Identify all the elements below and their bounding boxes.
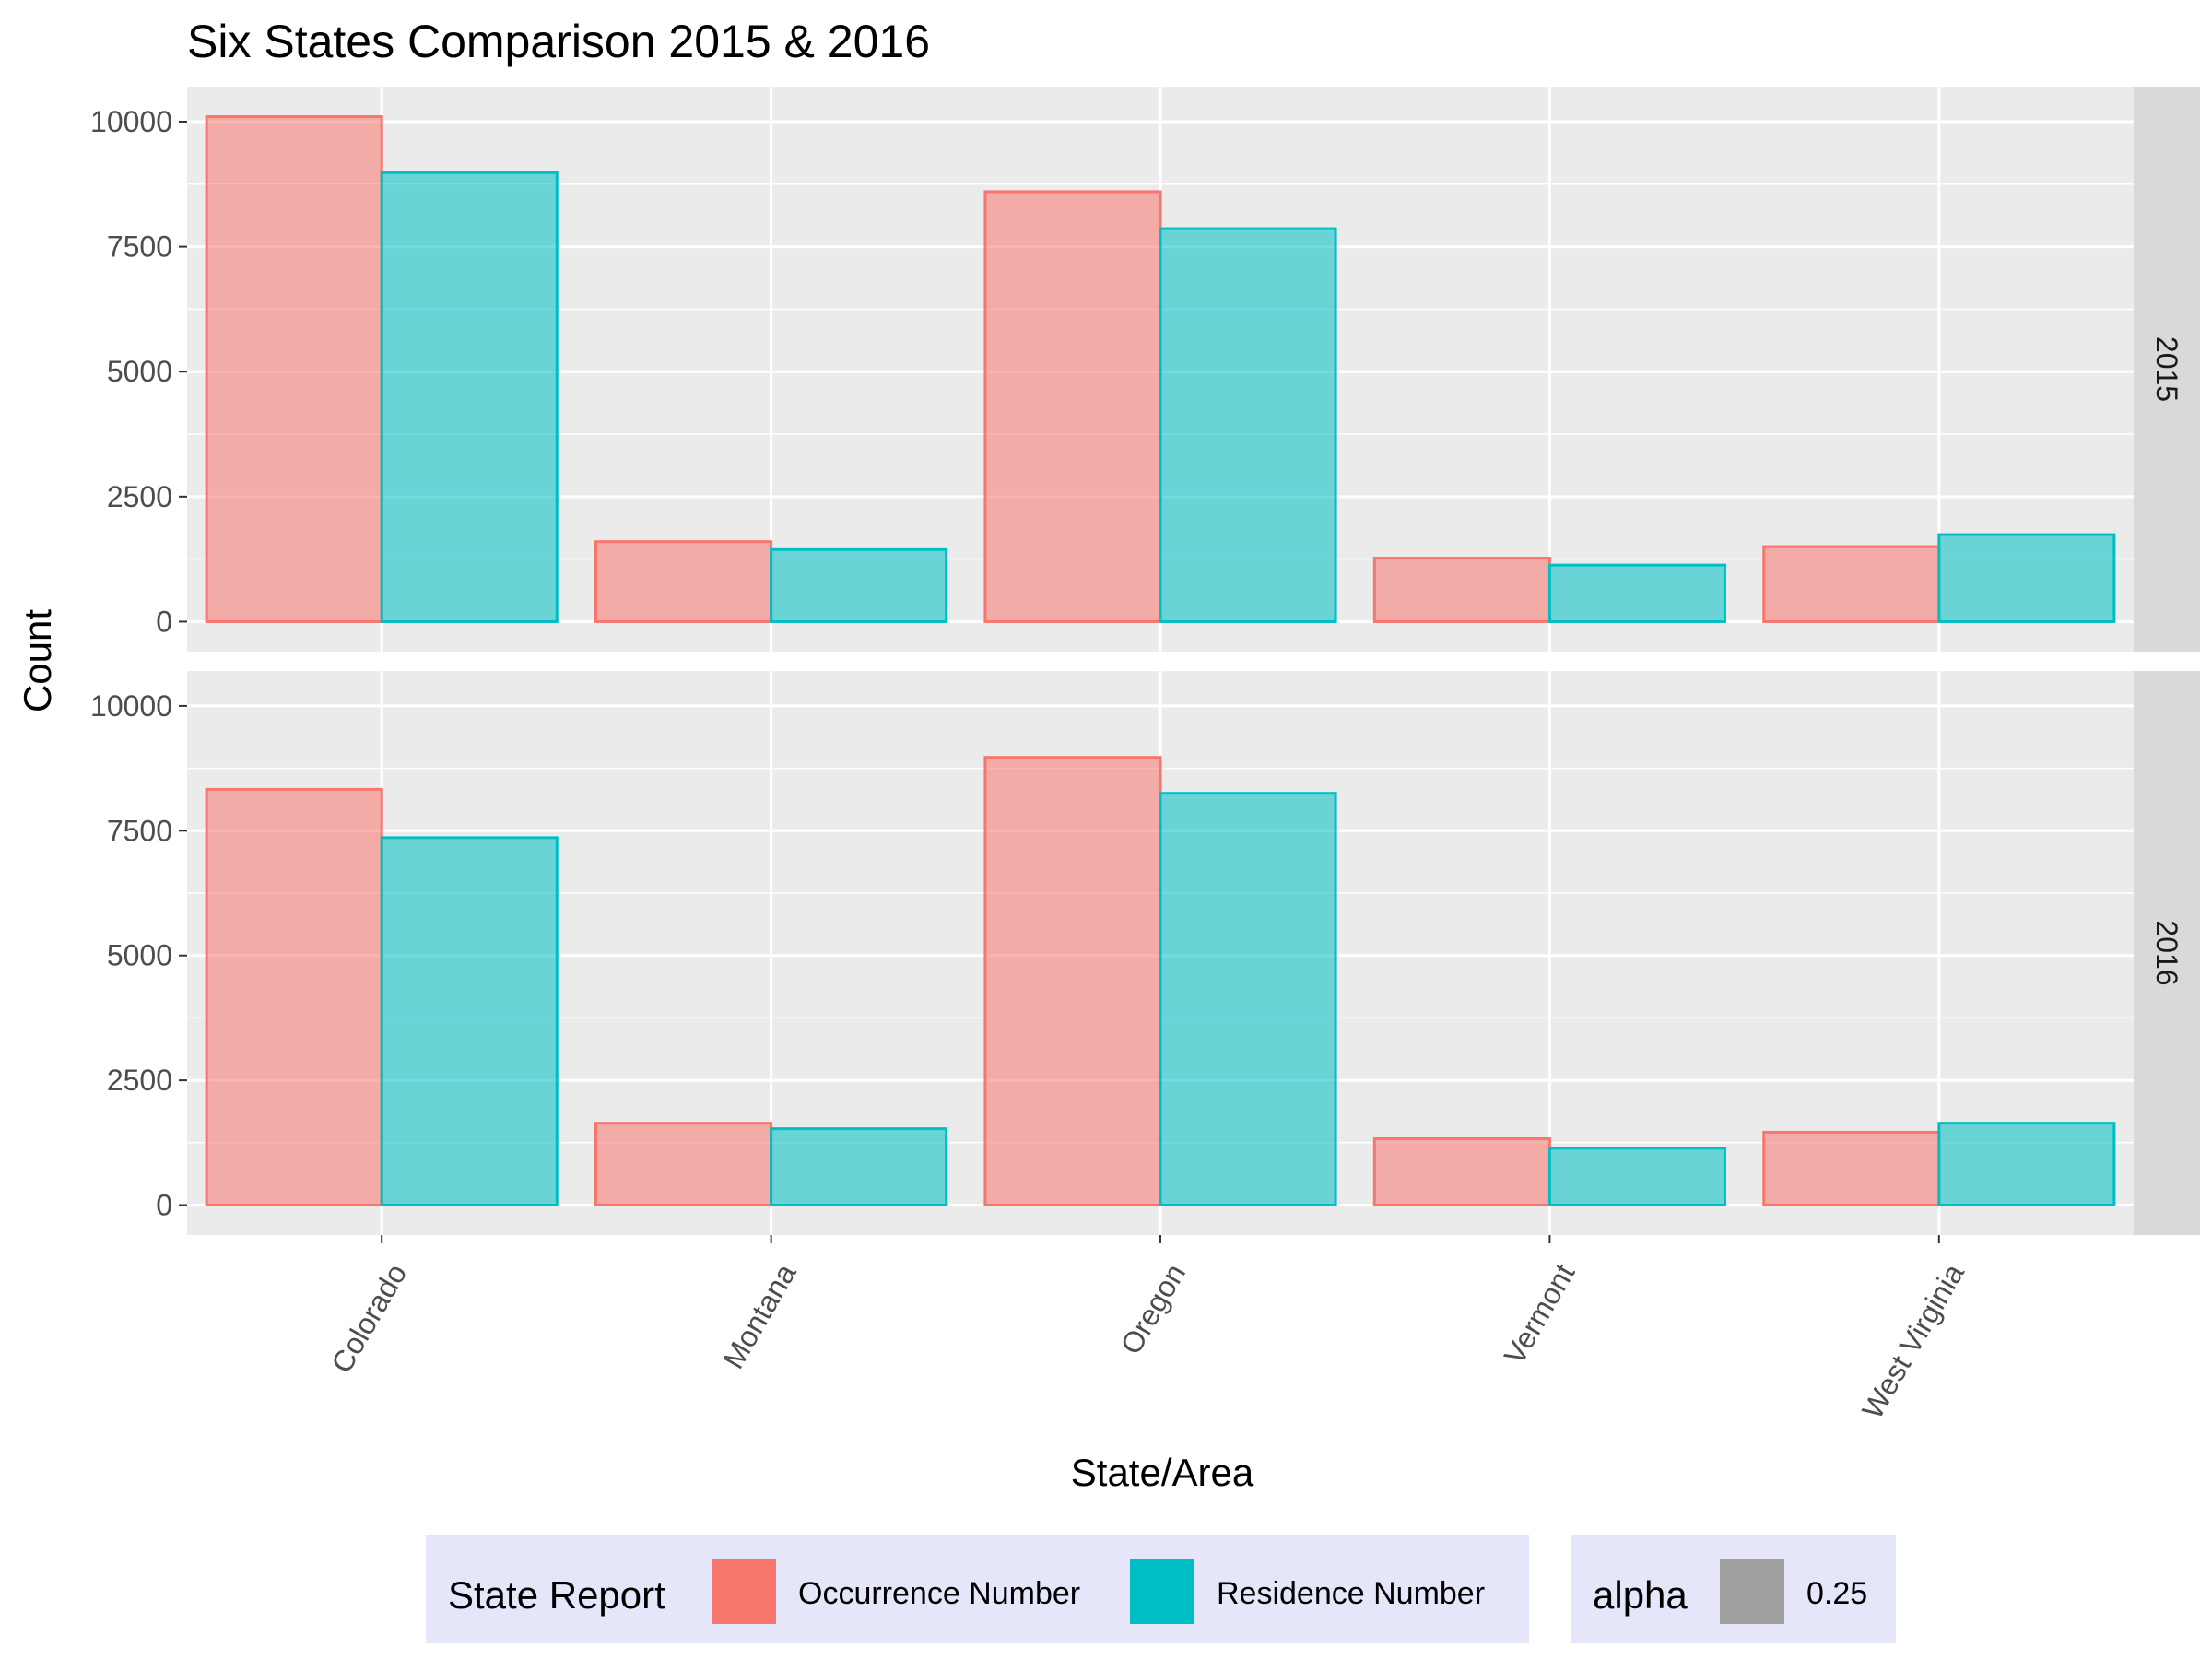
bar-residence-vermont-2015 <box>1547 563 1726 623</box>
y-axis-title: Count <box>16 609 59 712</box>
facet-panels: 0 2500 5000 7500 10000 2015 0 2500 5000 7500 10000… <box>90 87 2200 1235</box>
legend-label-occurrence: Occurrence Number <box>798 1576 1080 1611</box>
bar-residence-oregon-2016 <box>1159 792 1337 1207</box>
legend-state-report: State Report Occurrence Number Residence… <box>426 1535 1529 1643</box>
bar-residence-montana-2015 <box>770 547 948 623</box>
bar-occurrence-colorado-2015 <box>205 115 383 623</box>
x-tick-label: Montana <box>716 1258 803 1374</box>
legend-state-report-background <box>426 1535 1529 1643</box>
bar-occurrence-montana-2016 <box>594 1122 773 1207</box>
facet-panel-2016: 0 2500 5000 7500 10000 2016 <box>90 671 2200 1235</box>
bar-occurrence-oregon-2016 <box>983 756 1162 1207</box>
x-tick-label: Oregon <box>1114 1258 1193 1359</box>
facet-panel-2015: 0 2500 5000 7500 10000 2015 <box>90 87 2200 652</box>
bar-occurrence-vermont-2016 <box>1372 1136 1551 1207</box>
bar-residence-vermont-2016 <box>1547 1147 1726 1207</box>
x-axis-title: State/Area <box>1071 1451 1254 1494</box>
bar-residence-oregon-2015 <box>1159 227 1337 623</box>
y-tick-label: 10000 <box>90 105 172 138</box>
facet-strip <box>2134 87 2200 652</box>
y-tick-label: 2500 <box>107 480 172 513</box>
x-axis-ticks: Colorado Montana Oregon Vermont West Virgini… <box>324 1235 1971 1424</box>
y-tick-label: 0 <box>156 1189 172 1222</box>
bar-occurrence-west-virginia-2015 <box>1762 545 1941 623</box>
legend-alpha: alpha 0.25 <box>1571 1535 1896 1643</box>
chart-title: Six States Comparison 2015 & 2016 <box>187 16 930 67</box>
bar-residence-montana-2016 <box>770 1127 948 1207</box>
y-tick-label: 5000 <box>107 939 172 972</box>
bar-residence-west-virginia-2015 <box>1937 533 2116 623</box>
bar-occurrence-colorado-2016 <box>205 787 383 1207</box>
facet-strip-label: 2016 <box>2150 920 2183 985</box>
x-tick-label: Vermont <box>1498 1258 1582 1370</box>
legend-key-occurrence <box>712 1559 776 1624</box>
y-tick-label: 5000 <box>107 355 172 388</box>
y-tick-label: 0 <box>156 605 172 638</box>
facet-strip-label: 2015 <box>2150 336 2183 402</box>
bar-residence-colorado-2016 <box>380 836 559 1207</box>
y-tick-label: 7500 <box>107 230 172 264</box>
bar-residence-colorado-2015 <box>380 171 559 623</box>
bar-occurrence-vermont-2015 <box>1372 557 1551 623</box>
bar-occurrence-montana-2015 <box>594 540 773 623</box>
legend-label-alpha: 0.25 <box>1806 1576 1867 1611</box>
x-tick-label: West Virginia <box>1855 1258 1971 1424</box>
x-tick-label: Colorado <box>324 1258 413 1378</box>
bar-occurrence-west-virginia-2016 <box>1762 1130 1941 1207</box>
y-tick-label: 10000 <box>90 689 172 723</box>
legend-state-report-title: State Report <box>448 1573 665 1617</box>
facet-strip <box>2134 671 2200 1235</box>
legend-key-residence <box>1130 1559 1194 1624</box>
bar-occurrence-oregon-2015 <box>983 190 1162 623</box>
legend-label-residence: Residence Number <box>1217 1576 1485 1611</box>
legend-key-alpha <box>1720 1559 1784 1624</box>
y-tick-label: 2500 <box>107 1064 172 1097</box>
legend-alpha-title: alpha <box>1593 1573 1688 1617</box>
y-tick-label: 7500 <box>107 814 172 847</box>
bar-residence-west-virginia-2016 <box>1937 1122 2116 1207</box>
